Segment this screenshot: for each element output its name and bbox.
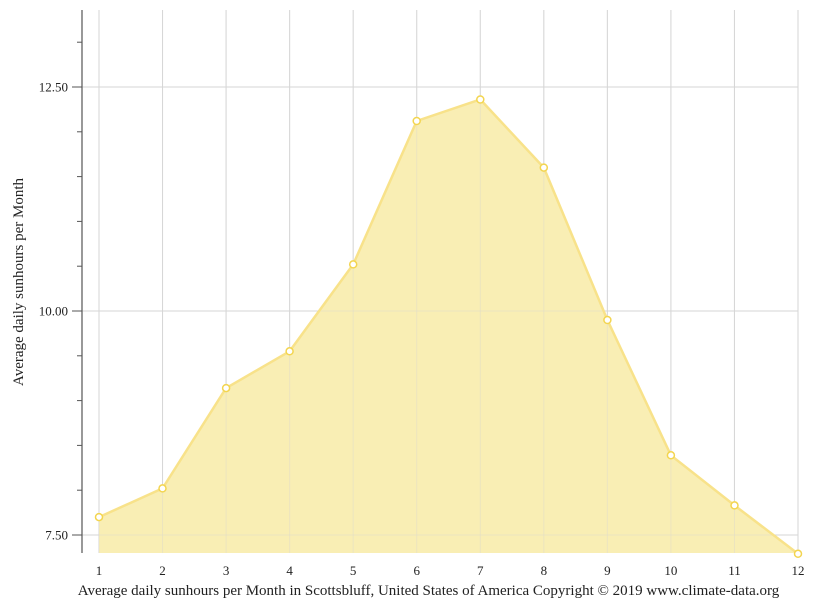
data-point-marker[interactable] [603, 315, 612, 325]
data-point-marker[interactable] [285, 347, 294, 356]
x-tick-label: 8 [541, 563, 548, 578]
data-point-marker[interactable] [221, 383, 231, 393]
data-point-marker[interactable] [476, 95, 485, 104]
x-tick-label: 11 [728, 563, 741, 578]
data-area-fill [99, 99, 798, 554]
x-tick-label: 10 [664, 563, 677, 578]
x-tick-label: 5 [350, 563, 357, 578]
x-tick-label: 2 [159, 563, 166, 578]
chart-caption: Average daily sunhours per Month in Scot… [77, 583, 780, 599]
x-tick-label: 9 [604, 563, 611, 578]
y-axis-label: Average daily sunhours per Month [11, 178, 27, 387]
data-point-marker[interactable] [793, 549, 803, 559]
y-tick-label: 12.50 [39, 80, 68, 95]
data-point-marker[interactable] [666, 451, 676, 460]
data-point-marker[interactable] [94, 512, 104, 522]
data-point-marker[interactable] [539, 163, 549, 172]
gridline-h-overlay [99, 86, 798, 536]
data-markers [94, 95, 803, 559]
x-tick-label: 7 [477, 563, 484, 578]
x-tick-label: 6 [413, 563, 420, 578]
x-tick-label: 1 [96, 563, 103, 578]
y-axis: 7.50 10.00 12.50 [39, 10, 83, 553]
data-point-marker[interactable] [158, 484, 167, 493]
data-point-marker[interactable] [730, 501, 739, 510]
y-tick-label: 10.00 [39, 304, 68, 319]
x-tick-label: 12 [792, 563, 805, 578]
data-line [98, 98, 799, 555]
y-tick-label: 7.50 [45, 528, 68, 543]
data-point-marker[interactable] [412, 116, 421, 126]
x-tick-label: 3 [223, 563, 230, 578]
x-axis-tick-labels: 1 2 3 4 5 6 7 8 9 10 11 12 [96, 563, 805, 578]
x-tick-label: 4 [286, 563, 293, 578]
data-point-marker[interactable] [348, 260, 358, 269]
